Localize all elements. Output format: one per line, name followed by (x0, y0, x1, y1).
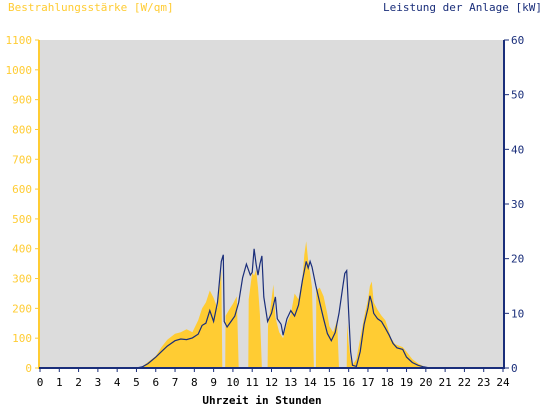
series-layer (40, 241, 503, 369)
x-axis-title: Uhrzeit in Stunden (202, 394, 321, 407)
x-tick-label: 10 (226, 376, 239, 389)
x-tick-label: 11 (246, 376, 259, 389)
x-tick-label: 7 (172, 376, 179, 389)
right-tick-label: 30 (511, 198, 524, 211)
left-axis-ticks: 0 100 200 300 400 500 600 700 800 900 1000 1100 (6, 34, 39, 375)
x-tick-label: 17 (361, 376, 374, 389)
x-tick-label: 24 (496, 376, 510, 389)
x-tick-label: 3 (95, 376, 102, 389)
right-tick-label: 0 (511, 362, 518, 375)
left-tick-label: 100 (12, 332, 32, 345)
x-tick-label: 0 (37, 376, 44, 389)
x-tick-label: 21 (439, 376, 452, 389)
right-tick-label: 20 (511, 253, 524, 266)
left-tick-label: 300 (12, 273, 32, 286)
right-tick-label: 10 (511, 307, 524, 320)
x-tick-label: 22 (458, 376, 471, 389)
left-tick-label: 1100 (6, 34, 33, 47)
left-tick-label: 500 (12, 213, 32, 226)
left-tick-label: 700 (12, 153, 32, 166)
left-tick-label: 200 (12, 302, 32, 315)
x-tick-label: 4 (114, 376, 121, 389)
x-tick-label: 6 (152, 376, 159, 389)
x-tick-label: 1 (56, 376, 63, 389)
left-tick-label: 600 (12, 183, 32, 196)
x-tick-label: 23 (477, 376, 490, 389)
x-tick-label: 9 (210, 376, 217, 389)
right-tick-label: 40 (511, 143, 524, 156)
left-tick-label: 1000 (6, 64, 33, 77)
x-tick-label: 19 (400, 376, 413, 389)
x-tick-label: 2 (75, 376, 82, 389)
irradiance-area (40, 241, 503, 368)
x-tick-label: 14 (303, 376, 317, 389)
left-axis-title: Bestrahlungsstärke [W/qm] (8, 1, 174, 14)
right-axis-ticks: 0 10 20 30 40 50 60 (504, 34, 524, 375)
right-tick-label: 50 (511, 89, 524, 102)
x-tick-label: 13 (284, 376, 297, 389)
x-axis-ticks: 0 1 2 3 4 5 6 7 8 9 10 11 12 13 14 15 16 17 18 19 20 21 22 23 24 (37, 368, 510, 389)
x-tick-label: 18 (381, 376, 394, 389)
right-axis-title: Leistung der Anlage [kW] (383, 1, 542, 14)
right-tick-label: 60 (511, 34, 524, 47)
x-tick-label: 20 (419, 376, 432, 389)
power-line (40, 248, 503, 369)
x-tick-label: 15 (323, 376, 336, 389)
x-tick-label: 16 (342, 376, 355, 389)
left-tick-label: 400 (12, 243, 32, 256)
left-tick-label: 800 (12, 123, 32, 136)
left-tick-label: 0 (25, 362, 32, 375)
x-tick-label: 5 (133, 376, 140, 389)
x-tick-label: 8 (191, 376, 198, 389)
left-tick-label: 900 (12, 94, 32, 107)
x-tick-label: 12 (265, 376, 278, 389)
